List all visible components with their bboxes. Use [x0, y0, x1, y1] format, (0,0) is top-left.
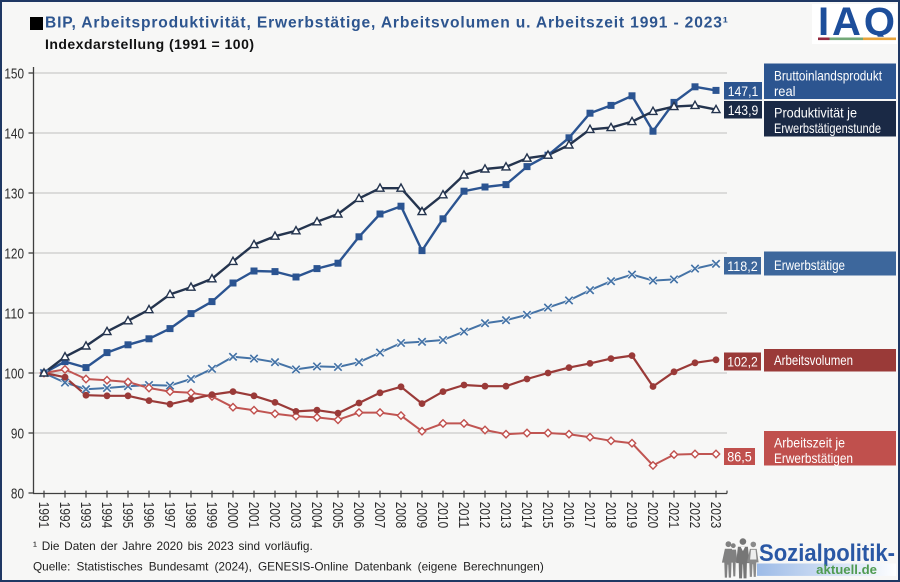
svg-text:Indexdarstellung (1991 = 100): Indexdarstellung (1991 = 100)	[45, 36, 254, 52]
svg-text:2017: 2017	[581, 502, 597, 529]
svg-text:1998: 1998	[182, 502, 198, 529]
svg-text:2020: 2020	[644, 502, 660, 529]
svg-text:102,2: 102,2	[727, 355, 758, 371]
svg-text:130: 130	[4, 186, 24, 202]
svg-text:90: 90	[11, 426, 24, 442]
svg-text:2019: 2019	[623, 502, 639, 529]
svg-text:2001: 2001	[245, 502, 261, 529]
svg-text:Produktivität je: Produktivität je	[774, 105, 857, 120]
svg-text:2006: 2006	[350, 502, 366, 529]
svg-text:1993: 1993	[77, 502, 93, 529]
svg-text:147,1: 147,1	[728, 84, 759, 100]
svg-text:Erwerbstätigenstunde: Erwerbstätigenstunde	[774, 121, 881, 136]
svg-text:Erwerbstätigen: Erwerbstätigen	[774, 451, 853, 466]
svg-text:¹ Die Daten der Jahre 2020 bis: ¹ Die Daten der Jahre 2020 bis 2023 sind…	[33, 539, 313, 553]
svg-text:2008: 2008	[392, 502, 408, 529]
svg-text:2011: 2011	[455, 502, 471, 529]
svg-text:118,2: 118,2	[727, 259, 758, 275]
svg-text:Bruttoinlandsprodukt: Bruttoinlandsprodukt	[774, 68, 882, 83]
svg-text:1997: 1997	[161, 502, 177, 529]
svg-text:Sozialpolitik-: Sozialpolitik-	[759, 540, 895, 567]
svg-text:2013: 2013	[497, 502, 513, 529]
svg-text:1994: 1994	[98, 502, 114, 529]
svg-text:2009: 2009	[413, 502, 429, 529]
svg-text:1991: 1991	[35, 502, 51, 529]
svg-text:2004: 2004	[308, 502, 324, 529]
svg-text:2016: 2016	[560, 502, 576, 529]
svg-text:2007: 2007	[371, 502, 387, 529]
svg-text:2018: 2018	[602, 502, 618, 529]
svg-text:2010: 2010	[434, 502, 450, 529]
svg-text:2015: 2015	[539, 502, 555, 529]
svg-text:140: 140	[4, 126, 24, 142]
svg-text:2002: 2002	[266, 502, 282, 529]
svg-text:2023: 2023	[707, 502, 723, 529]
svg-text:110: 110	[4, 306, 24, 322]
svg-text:120: 120	[4, 246, 24, 262]
svg-text:1999: 1999	[203, 502, 219, 529]
svg-text:2022: 2022	[686, 502, 702, 529]
svg-text:143,9: 143,9	[728, 103, 759, 119]
svg-text:Quelle: Statistisches Bundesam: Quelle: Statistisches Bundesamt (2024), …	[33, 560, 544, 574]
svg-text:Erwerbstätige: Erwerbstätige	[774, 258, 845, 273]
svg-text:1992: 1992	[56, 502, 72, 529]
svg-text:2003: 2003	[287, 502, 303, 529]
svg-text:100: 100	[4, 366, 24, 382]
svg-text:real: real	[774, 84, 796, 99]
svg-text:2021: 2021	[665, 502, 681, 529]
svg-text:Arbeitszeit je: Arbeitszeit je	[774, 435, 845, 450]
svg-text:2014: 2014	[518, 502, 534, 529]
svg-text:BIP, Arbeitsproduktivität, Erw: BIP, Arbeitsproduktivität, Erwerbstätige…	[45, 14, 728, 31]
svg-text:aktuell.de: aktuell.de	[816, 562, 877, 577]
svg-text:80: 80	[11, 486, 24, 502]
svg-text:150: 150	[4, 66, 24, 82]
svg-text:86,5: 86,5	[727, 450, 752, 466]
svg-text:2005: 2005	[329, 502, 345, 529]
svg-text:2000: 2000	[224, 502, 240, 529]
svg-text:1996: 1996	[140, 502, 156, 529]
svg-text:1995: 1995	[119, 502, 135, 529]
svg-text:Arbeitsvolumen: Arbeitsvolumen	[774, 353, 853, 368]
svg-text:2012: 2012	[476, 502, 492, 529]
